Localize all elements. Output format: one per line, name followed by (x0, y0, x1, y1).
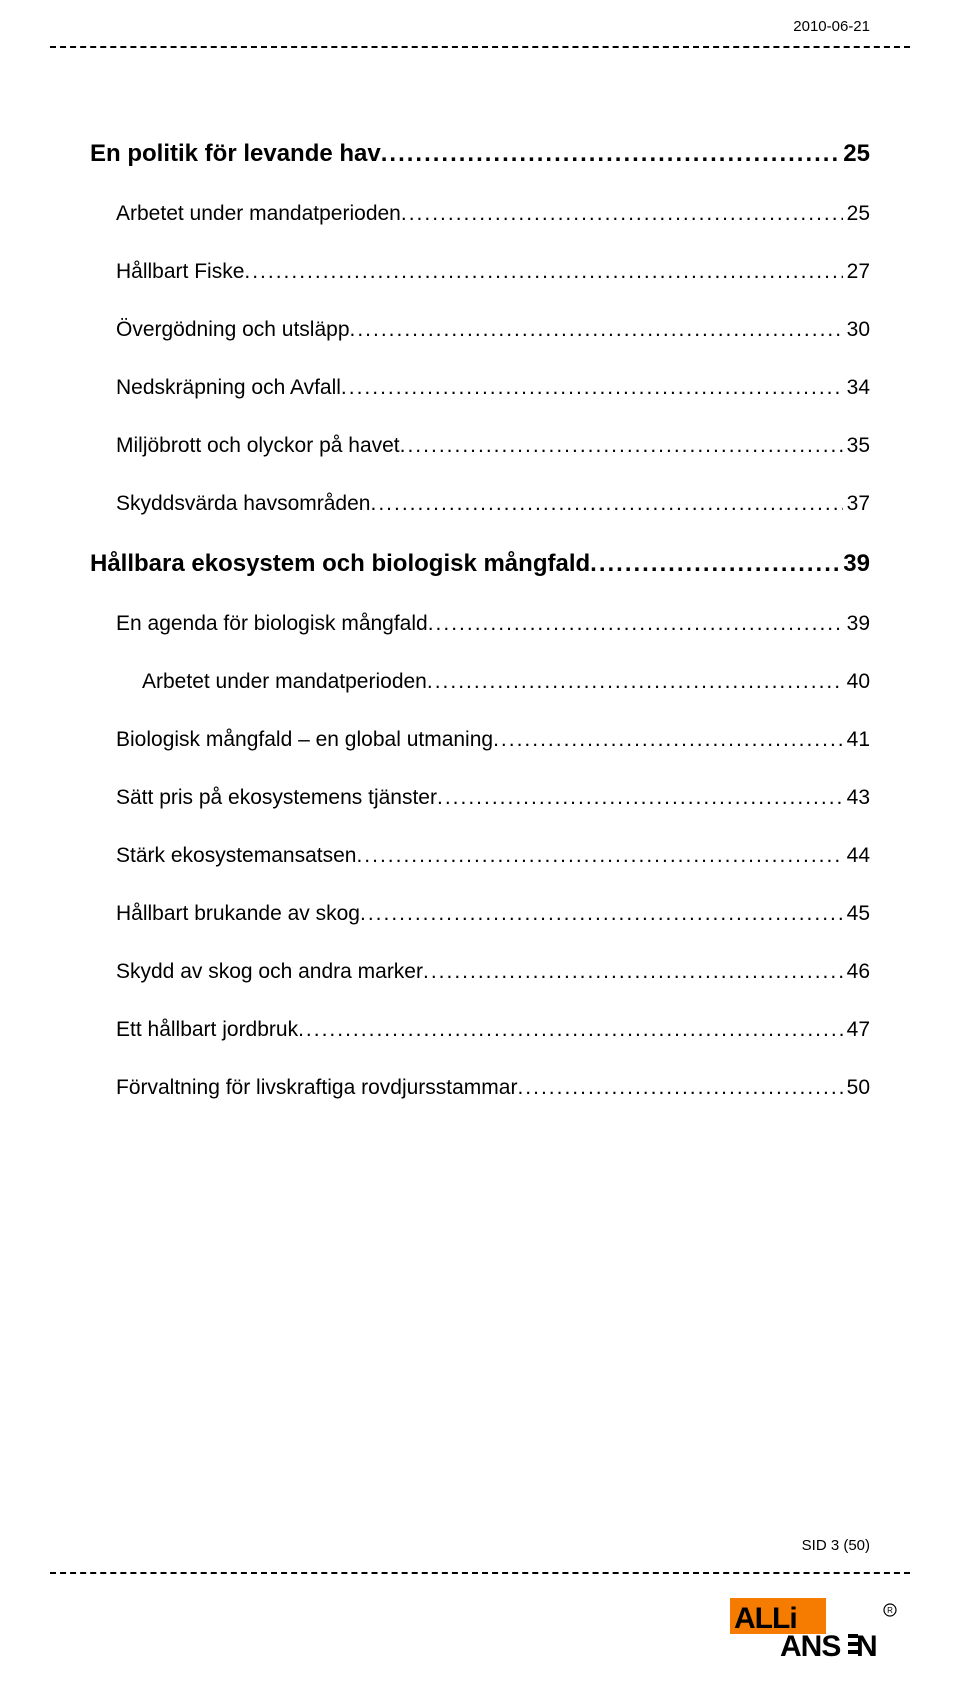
toc-entry: Skyddsvärda havsområden 37 (116, 492, 870, 516)
toc-entry-page: 27 (843, 260, 870, 284)
toc-entry: Nedskräpning och Avfall 34 (116, 376, 870, 400)
toc-entry: Förvaltning för livskraftiga rovdjurssta… (116, 1076, 870, 1100)
divider-bottom (50, 1572, 910, 1574)
toc-entry-page: 34 (843, 376, 870, 400)
header-date: 2010-06-21 (793, 18, 870, 35)
divider-top (50, 46, 910, 48)
toc-entry: Ett hållbart jordbruk 47 (116, 1018, 870, 1042)
toc-leader-dots (341, 376, 843, 400)
document-page: 2010-06-21 En politik för levande hav 25… (0, 0, 960, 1704)
toc-entry-page: 45 (843, 902, 870, 926)
toc-container: En politik för levande hav 25Arbetet und… (90, 140, 870, 1134)
toc-entry: Stärk ekosystemansatsen 44 (116, 844, 870, 868)
svg-text:ANS: ANS (780, 1630, 840, 1663)
toc-leader-dots (437, 786, 843, 810)
toc-leader-dots (517, 1076, 842, 1100)
toc-entry-page: 39 (843, 612, 870, 636)
toc-entry-label: Skydd av skog och andra marker (116, 960, 423, 984)
toc-leader-dots (356, 844, 842, 868)
toc-leader-dots (400, 434, 843, 458)
toc-entry-label: Hållbart brukande av skog (116, 902, 360, 926)
toc-entry-label: Ett hållbart jordbruk (116, 1018, 298, 1042)
toc-leader-dots (427, 670, 843, 694)
svg-text:R: R (887, 1606, 893, 1615)
toc-entry-page: 25 (843, 202, 870, 226)
toc-leader-dots (590, 550, 839, 578)
toc-entry-page: 35 (843, 434, 870, 458)
toc-entry-page: 25 (839, 140, 870, 168)
toc-entry-label: En agenda för biologisk mångfald (116, 612, 428, 636)
toc-leader-dots (298, 1018, 843, 1042)
svg-text:N: N (856, 1630, 877, 1663)
toc-entry-label: Stärk ekosystemansatsen (116, 844, 356, 868)
toc-entry-page: 30 (843, 318, 870, 342)
toc-entry: Skydd av skog och andra marker 46 (116, 960, 870, 984)
toc-entry-label: Arbetet under mandatperioden (116, 202, 401, 226)
toc-entry: Arbetet under mandatperioden 40 (142, 670, 870, 694)
toc-entry-label: Sätt pris på ekosystemens tjänster (116, 786, 437, 810)
toc-entry: Miljöbrott och olyckor på havet 35 (116, 434, 870, 458)
toc-entry-page: 44 (843, 844, 870, 868)
toc-entry: En politik för levande hav 25 (90, 140, 870, 168)
toc-entry-label: Biologisk mångfald – en global utmaning (116, 728, 493, 752)
toc-entry: Hållbara ekosystem och biologisk mångfal… (90, 550, 870, 578)
toc-leader-dots (428, 612, 843, 636)
toc-entry-label: Förvaltning för livskraftiga rovdjurssta… (116, 1076, 517, 1100)
toc-leader-dots (244, 260, 842, 284)
toc-entry-label: Övergödning och utsläpp (116, 318, 350, 342)
toc-entry-label: Hållbart Fiske (116, 260, 244, 284)
toc-entry-page: 41 (843, 728, 870, 752)
toc-leader-dots (350, 318, 843, 342)
toc-leader-dots (401, 202, 843, 226)
toc-entry: Hållbart Fiske 27 (116, 260, 870, 284)
alliansen-logo: ALLi ANS N R (730, 1594, 900, 1668)
toc-entry: Biologisk mångfald – en global utmaning … (116, 728, 870, 752)
toc-entry-label: Miljöbrott och olyckor på havet (116, 434, 400, 458)
toc-leader-dots (370, 492, 842, 516)
toc-entry: En agenda för biologisk mångfald 39 (116, 612, 870, 636)
toc-leader-dots (493, 728, 843, 752)
toc-entry-label: Skyddsvärda havsområden (116, 492, 370, 516)
toc-entry: Sätt pris på ekosystemens tjänster 43 (116, 786, 870, 810)
toc-entry-label: Hållbara ekosystem och biologisk mångfal… (90, 550, 590, 578)
toc-leader-dots (423, 960, 843, 984)
toc-entry: Arbetet under mandatperioden 25 (116, 202, 870, 226)
toc-entry-page: 39 (839, 550, 870, 578)
toc-entry-page: 50 (843, 1076, 870, 1100)
toc-entry: Hållbart brukande av skog 45 (116, 902, 870, 926)
toc-entry-page: 47 (843, 1018, 870, 1042)
toc-entry-page: 46 (843, 960, 870, 984)
toc-entry-label: Nedskräpning och Avfall (116, 376, 341, 400)
toc-leader-dots (360, 902, 843, 926)
page-number: SID 3 (50) (802, 1537, 870, 1554)
toc-entry-page: 37 (843, 492, 870, 516)
toc-entry-page: 43 (843, 786, 870, 810)
toc-entry: Övergödning och utsläpp 30 (116, 318, 870, 342)
toc-leader-dots (381, 140, 840, 168)
toc-entry-page: 40 (843, 670, 870, 694)
toc-entry-label: En politik för levande hav (90, 140, 381, 168)
toc-entry-label: Arbetet under mandatperioden (142, 670, 427, 694)
